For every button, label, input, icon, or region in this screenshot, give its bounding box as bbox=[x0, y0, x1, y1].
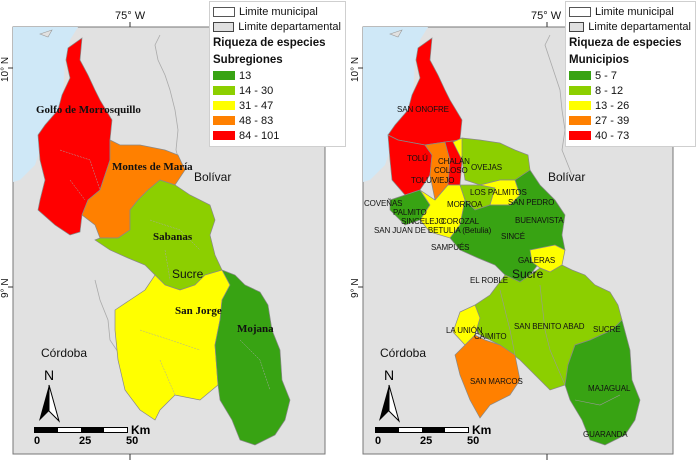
muni-label-ovejas: OVEJAS bbox=[471, 163, 502, 172]
north-arrow: N bbox=[36, 367, 62, 428]
muni-label-tolu: TOLÚ bbox=[407, 154, 428, 163]
departmental-boundary-swatch bbox=[213, 21, 235, 32]
north-arrow: N bbox=[376, 367, 402, 428]
muni-label-majagual: MAJAGUAL bbox=[588, 384, 631, 393]
legend-municipal-label: Limite municipal bbox=[239, 5, 318, 18]
legend-class-1: 5 - 7 bbox=[595, 69, 618, 82]
muni-label-san-pedro: SAN PEDRO bbox=[508, 198, 555, 207]
map-panel-municipalities: 75° W 10° N 9° N SAN ONOFRE TOLÚ CHALÁN … bbox=[350, 0, 700, 464]
legend-subregions: Limite municipal Limite departamental Ri… bbox=[209, 1, 346, 147]
scale-bar: 0 25 50 Km bbox=[34, 423, 150, 447]
north-arrow-icon bbox=[39, 384, 60, 423]
legend-swatch-4 bbox=[213, 116, 235, 125]
place-label-cordoba: Córdoba bbox=[41, 346, 88, 360]
legend-class-2: 8 - 12 bbox=[595, 84, 624, 97]
legend-class-3: 31 - 47 bbox=[239, 99, 274, 112]
latitude-label-10n: 10° N bbox=[0, 56, 11, 82]
region-sanjorge bbox=[114, 269, 231, 421]
muni-label-san-onofre: SAN ONOFRE bbox=[397, 105, 449, 114]
muni-label-covenas: COVEÑAS bbox=[364, 199, 403, 208]
legend-class-5: 40 - 73 bbox=[595, 129, 630, 142]
longitude-label: 75° W bbox=[115, 10, 146, 22]
municipal-boundary-swatch bbox=[213, 6, 235, 17]
muni-label-sincelejo: SINCELEJO bbox=[401, 217, 445, 226]
muni-label-san-juan-betulia: SAN JUAN DE BETULIA (Betulia) bbox=[374, 226, 492, 235]
muni-label-los-palmitos: LOS PALMITOS bbox=[470, 188, 527, 197]
legend-class-4: 27 - 39 bbox=[595, 114, 630, 127]
scale-bar: 0 25 50 Km bbox=[375, 423, 491, 447]
muni-label-morroa: MORROA bbox=[447, 200, 483, 209]
region-label-sanjorge: San Jorge bbox=[175, 305, 222, 317]
scale-unit: Km bbox=[131, 423, 151, 437]
legend-departmental-label: Limite departamental bbox=[588, 20, 691, 33]
north-arrow-letter: N bbox=[43, 367, 55, 383]
map-panel-subregions: 75° W 10° N 9° N Golfo de Morrosquillo M… bbox=[0, 1, 346, 460]
legend-subtitle: Subregiones bbox=[213, 53, 283, 66]
place-label-sucre: Sucre bbox=[172, 267, 204, 281]
legend-swatch-4 bbox=[569, 116, 591, 125]
latitude-label-9n: 9° N bbox=[0, 278, 11, 298]
latitude-label-10n: 10° N bbox=[350, 56, 361, 82]
muni-label-corozal: COROZAL bbox=[441, 217, 479, 226]
muni-label-san-benito-abad: SAN BENITO ABAD bbox=[514, 322, 585, 331]
scale-tick-0: 0 bbox=[375, 435, 382, 447]
legend-municipalities: Limite municipal Limite departamental Ri… bbox=[565, 1, 696, 147]
legend-swatch-5 bbox=[213, 131, 235, 140]
region-label-montes: Montes de María bbox=[112, 161, 193, 173]
muni-label-sampues: SAMPUÉS bbox=[431, 243, 470, 252]
municipal-boundary-swatch bbox=[569, 6, 591, 17]
north-arrow-letter: N bbox=[383, 367, 395, 383]
region-label-mojana: Mojana bbox=[237, 323, 274, 335]
legend-departmental-label: Limite departamental bbox=[238, 20, 341, 33]
region-golfo bbox=[37, 37, 113, 236]
scale-tick-25: 25 bbox=[420, 435, 433, 447]
legend-swatch-2 bbox=[213, 86, 235, 95]
legend-swatch-1 bbox=[569, 71, 591, 80]
legend-title: Riqueza de especies bbox=[569, 36, 682, 49]
latitude-label-9n: 9° N bbox=[350, 278, 361, 298]
legend-subtitle: Municipios bbox=[569, 53, 630, 66]
legend-class-2: 14 - 30 bbox=[239, 84, 274, 97]
muni-label-palmito: PALMITO bbox=[393, 208, 427, 217]
longitude-label: 75° W bbox=[531, 10, 562, 22]
muni-label-toluviejo: TOLUVIEJO bbox=[411, 176, 455, 185]
muni-label-coloso: COLOSO bbox=[434, 166, 468, 175]
scale-unit: Km bbox=[472, 423, 492, 437]
departmental-boundary-swatch bbox=[569, 21, 585, 32]
legend-swatch-3 bbox=[569, 101, 591, 110]
region-mojana bbox=[214, 269, 291, 446]
legend-swatch-2 bbox=[569, 86, 591, 95]
place-label-sucre: Sucre bbox=[512, 267, 544, 281]
legend-municipal-label: Limite municipal bbox=[595, 5, 674, 18]
scale-tick-50: 50 bbox=[467, 435, 480, 447]
muni-label-since: SINCÉ bbox=[501, 232, 525, 241]
region-label-sabanas: Sabanas bbox=[153, 231, 193, 243]
muni-label-guaranda: GUARANDA bbox=[583, 430, 628, 439]
muni-label-caimito: CAIMITO bbox=[474, 332, 507, 341]
muni-label-sucre: SUCRE bbox=[593, 325, 621, 334]
scale-tick-50: 50 bbox=[126, 435, 139, 447]
north-arrow-icon bbox=[379, 384, 400, 423]
scale-tick-0: 0 bbox=[34, 435, 41, 447]
muni-label-san-marcos: SAN MARCOS bbox=[470, 377, 523, 386]
place-label-cordoba: Córdoba bbox=[380, 346, 427, 360]
legend-swatch-3 bbox=[213, 101, 235, 110]
legend-class-1: 13 bbox=[239, 69, 252, 82]
legend-swatch-5 bbox=[569, 131, 591, 140]
muni-label-el-roble: EL ROBLE bbox=[470, 276, 509, 285]
muni-label-chalan: CHALÁN bbox=[438, 157, 470, 166]
muni-label-la-union: LA UNIÓN bbox=[446, 326, 483, 335]
place-label-bolivar: Bolívar bbox=[194, 170, 232, 184]
scale-tick-25: 25 bbox=[79, 435, 92, 447]
legend-swatch-1 bbox=[213, 71, 235, 80]
legend-class-5: 84 - 101 bbox=[239, 129, 280, 142]
muni-label-galeras: GALERAS bbox=[518, 256, 556, 265]
region-label-golfo: Golfo de Morrosquillo bbox=[36, 104, 141, 116]
legend-class-3: 13 - 26 bbox=[595, 99, 630, 112]
place-label-bolivar: Bolívar bbox=[548, 170, 586, 184]
legend-class-4: 48 - 83 bbox=[239, 114, 274, 127]
legend-title: Riqueza de especies bbox=[213, 36, 326, 49]
muni-label-buenavista: BUENAVISTA bbox=[515, 216, 564, 225]
